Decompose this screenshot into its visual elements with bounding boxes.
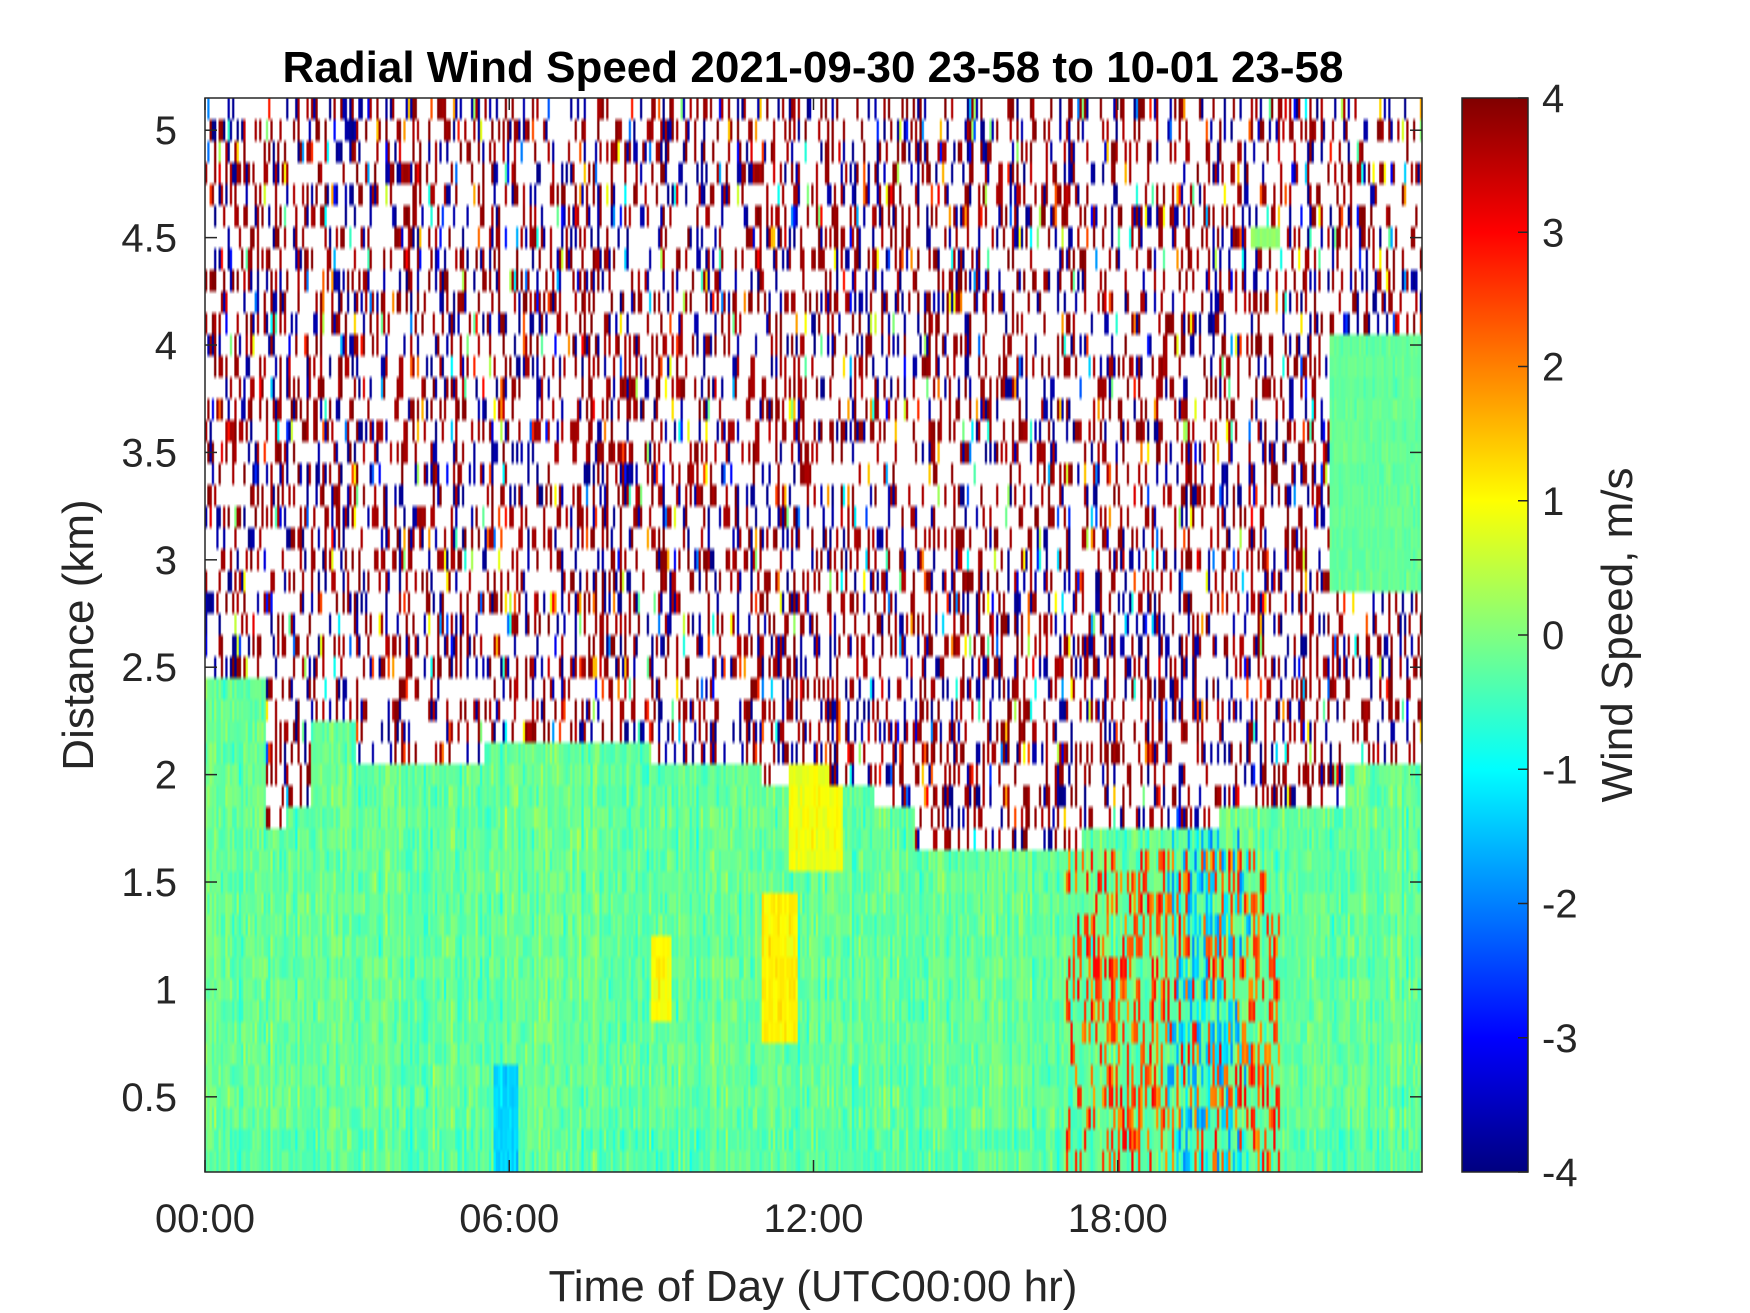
colorbar-tick-label: 1 bbox=[1542, 480, 1564, 524]
y-tick-label: 2 bbox=[155, 754, 177, 798]
colorbar-tick-label: 3 bbox=[1542, 211, 1564, 255]
y-tick-label: 5 bbox=[155, 109, 177, 153]
colorbar-label: Wind Speed, m/s bbox=[1593, 467, 1642, 802]
y-axis: 0.5 1 1.5 2 2.5 3 3.5 4 4.5 5 bbox=[121, 109, 1422, 1120]
y-tick-label: 3.5 bbox=[121, 431, 177, 475]
x-tick-label: 18:00 bbox=[1068, 1197, 1168, 1241]
y-tick-label: 2.5 bbox=[121, 646, 177, 690]
colorbar-tick-label: -1 bbox=[1542, 748, 1578, 792]
colorbar-tick-label: 2 bbox=[1542, 346, 1564, 390]
colorbar-tick-label: -2 bbox=[1542, 883, 1578, 927]
y-tick-label: 1.5 bbox=[121, 861, 177, 905]
x-axis-label: Time of Day (UTC00:00 hr) bbox=[549, 1262, 1078, 1311]
chart-title: Radial Wind Speed 2021-09-30 23-58 to 10… bbox=[283, 43, 1344, 92]
colorbar-tick-label: 0 bbox=[1542, 614, 1564, 658]
colorbar-tick-label: 4 bbox=[1542, 77, 1564, 121]
y-axis-label: Distance (km) bbox=[54, 499, 103, 770]
x-axis: 00:00 06:00 12:00 18:00 bbox=[155, 98, 1168, 1241]
x-tick-label: 06:00 bbox=[459, 1197, 559, 1241]
y-tick-label: 4.5 bbox=[121, 217, 177, 261]
colorbar-tick-label: -3 bbox=[1542, 1017, 1578, 1061]
colorbar-tick-label: -4 bbox=[1542, 1151, 1578, 1195]
x-tick-label: 00:00 bbox=[155, 1197, 255, 1241]
colorbar bbox=[1461, 97, 1529, 1173]
y-tick-label: 0.5 bbox=[121, 1076, 177, 1120]
heatmap bbox=[205, 98, 1422, 1172]
x-tick-label: 12:00 bbox=[763, 1197, 863, 1241]
colorbar-axis: -4 -3 -2 -1 0 1 2 3 4 bbox=[1518, 77, 1578, 1195]
colorbar-gradient bbox=[1461, 97, 1529, 1173]
y-tick-label: 3 bbox=[155, 539, 177, 583]
y-tick-label: 1 bbox=[155, 968, 177, 1012]
heatmap-image bbox=[205, 98, 1422, 1172]
y-tick-label: 4 bbox=[155, 324, 177, 368]
